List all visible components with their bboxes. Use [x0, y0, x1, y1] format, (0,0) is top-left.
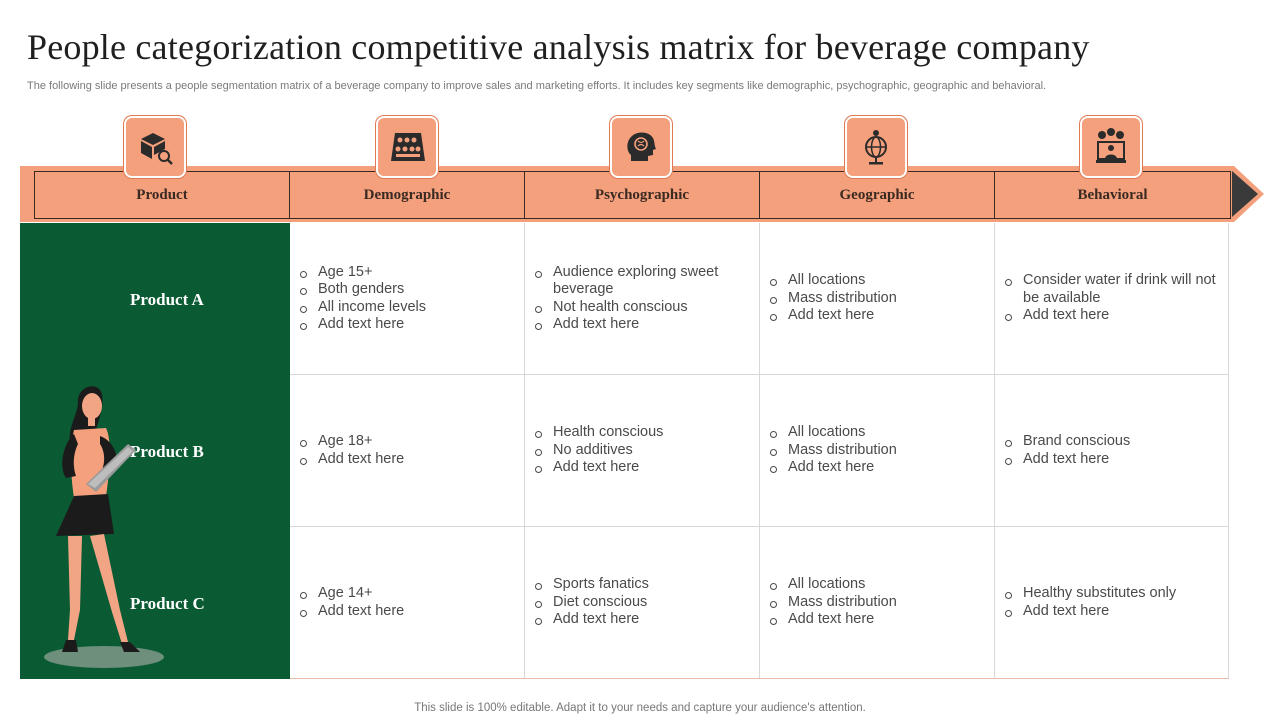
- head-brain-icon: [610, 116, 672, 178]
- bullet-item: Add text here: [1005, 603, 1229, 621]
- cell-product-a-psychographic: Audience exploring sweet beverage Not hea…: [525, 223, 760, 375]
- bullet-item: Health conscious: [535, 424, 759, 442]
- bullet-item: Add text here: [535, 316, 759, 334]
- bullet-item: Consider water if drink will not be avai…: [1005, 272, 1229, 307]
- bullet-item: Both genders: [300, 281, 524, 299]
- bullet-item: Not health conscious: [535, 299, 759, 317]
- bullet-item: All locations: [770, 424, 994, 442]
- header-behavioral: Behavioral: [995, 172, 1230, 218]
- woman-with-tablet-illustration: [44, 386, 164, 668]
- bullet-item: All locations: [770, 272, 994, 290]
- header-demographic: Demographic: [290, 172, 525, 218]
- row-label-product-c: Product C: [130, 594, 205, 613]
- cell-product-b-geographic: All locations Mass distribution Add text h…: [760, 375, 995, 527]
- header-product: Product: [35, 172, 290, 218]
- bullet-item: Brand conscious: [1005, 433, 1229, 451]
- bullet-item: Add text here: [770, 611, 994, 629]
- bullet-item: All locations: [770, 576, 994, 594]
- bullet-item: Sports fanatics: [535, 576, 759, 594]
- row-label-product-b: Product B: [130, 442, 204, 461]
- cell-product-c-behavioral: Healthy substitutes only Add text here: [995, 527, 1229, 678]
- emotions-presenter-icon: [1080, 116, 1142, 178]
- bullet-item: Add text here: [770, 307, 994, 325]
- cell-product-b-behavioral: Brand conscious Add text here: [995, 375, 1229, 527]
- bullet-item: Audience exploring sweet beverage: [535, 264, 759, 299]
- cell-product-a-behavioral: Consider water if drink will not be avai…: [995, 223, 1229, 375]
- header-geographic: Geographic: [760, 172, 995, 218]
- bullet-item: Add text here: [535, 611, 759, 629]
- bullet-item: Add text here: [535, 459, 759, 477]
- cell-product-a-demographic: Age 15+ Both genders All income levels Add …: [290, 223, 525, 375]
- cell-product-c-psychographic: Sports fanatics Diet conscious Add text he…: [525, 527, 760, 678]
- header-row: Product Demographic Psychographic Geogra…: [34, 171, 1231, 219]
- bullet-item: Age 18+: [300, 433, 524, 451]
- product-box-icon: [124, 116, 186, 178]
- bullet-item: All income levels: [300, 299, 524, 317]
- row-label-product-a: Product A: [130, 290, 204, 309]
- bullet-item: Add text here: [1005, 307, 1229, 325]
- cell-product-b-psychographic: Health conscious No additives Add text her…: [525, 375, 760, 527]
- header-psychographic: Psychographic: [525, 172, 760, 218]
- bullet-item: Add text here: [770, 459, 994, 477]
- footer-note: This slide is 100% editable. Adapt it to…: [414, 702, 866, 714]
- bullet-item: Add text here: [300, 316, 524, 334]
- bullet-item: Add text here: [1005, 451, 1229, 469]
- bullet-item: Healthy substitutes only: [1005, 585, 1229, 603]
- bullet-item: No additives: [535, 442, 759, 460]
- cell-product-a-geographic: All locations Mass distribution Add text h…: [760, 223, 995, 375]
- bullet-item: Mass distribution: [770, 290, 994, 308]
- bullet-item: Age 15+: [300, 264, 524, 282]
- bullet-item: Add text here: [300, 451, 524, 469]
- cell-product-c-geographic: All locations Mass distribution Add text h…: [760, 527, 995, 678]
- bullet-item: Mass distribution: [770, 594, 994, 612]
- bullet-item: Mass distribution: [770, 442, 994, 460]
- bullet-item: Age 14+: [300, 585, 524, 603]
- audience-icon: [376, 116, 438, 178]
- cell-product-c-demographic: Age 14+ Add text here: [290, 527, 525, 678]
- slide-title: People categorization competitive analys…: [27, 27, 1090, 67]
- bullet-item: Add text here: [300, 603, 524, 621]
- bullet-item: Diet conscious: [535, 594, 759, 612]
- slide-subtitle: The following slide presents a people se…: [27, 80, 1047, 92]
- segmentation-matrix: Age 15+ Both genders All income levels Add …: [290, 223, 1229, 679]
- cell-product-b-demographic: Age 18+ Add text here: [290, 375, 525, 527]
- globe-pin-icon: [845, 116, 907, 178]
